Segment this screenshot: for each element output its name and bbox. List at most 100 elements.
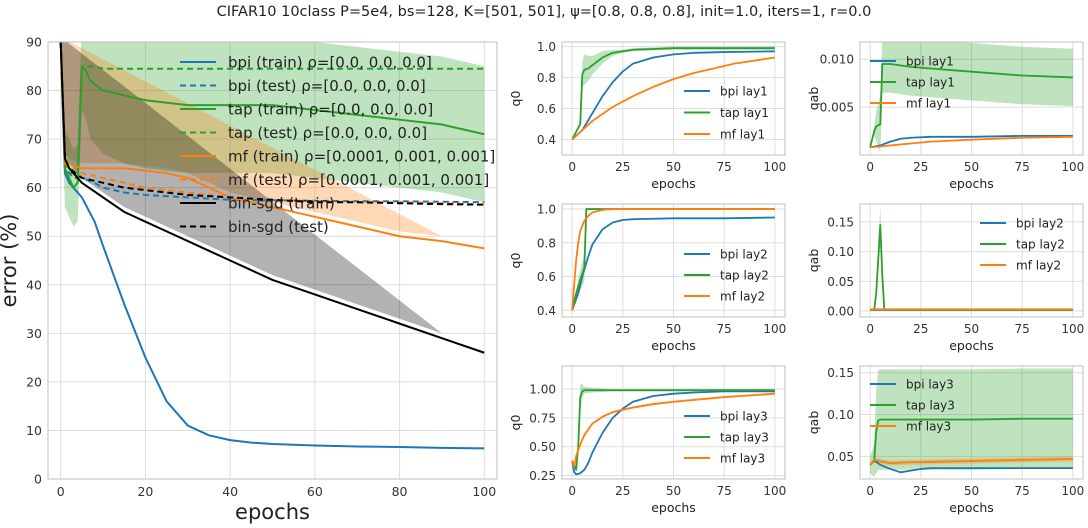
- series-bpi-lay1: [869, 134, 1073, 149]
- x-tick-label: 50: [666, 484, 681, 498]
- x-tick-label: 0: [866, 484, 874, 498]
- x-tick-label: 0: [568, 322, 576, 336]
- series-bpi-lay2: [571, 216, 775, 311]
- y-tick-label: 90: [26, 35, 42, 50]
- series-mf-lay2: [571, 208, 775, 311]
- x-tick-label: 25: [615, 322, 630, 336]
- y-tick-label: 0.6: [537, 102, 556, 116]
- legend-label: mf lay1: [720, 127, 765, 141]
- series-tap-lay1: [869, 63, 1073, 148]
- x-tick-label: 25: [615, 160, 630, 174]
- series-layer: [869, 42, 1073, 154]
- series-bpi-lay3: [571, 390, 775, 476]
- x-tick-label: 50: [964, 484, 979, 498]
- x-tick-label: 100: [763, 322, 786, 336]
- legend: bpi lay3 tap lay3 mf lay3: [684, 409, 769, 465]
- x-tick-label: 25: [615, 484, 630, 498]
- y-tick-label: 0.010: [820, 53, 854, 67]
- series-layer: [571, 46, 775, 141]
- y-axis-label: qab: [806, 249, 821, 273]
- legend: bpi lay1 tap lay1 mf lay1: [684, 84, 769, 141]
- y-tick-label: 0.4: [537, 304, 556, 318]
- x-tick-label: 100: [472, 484, 496, 499]
- y-axis-label: qab: [806, 411, 821, 435]
- x-tick-label: 0: [866, 160, 874, 174]
- x-axis-label: epochs: [651, 338, 696, 353]
- legend-label: tap lay2: [720, 268, 769, 282]
- x-axis-label: epochs: [651, 176, 696, 191]
- axes-frame: [859, 203, 1084, 318]
- y-tick-label: 0.05: [827, 275, 854, 289]
- x-tick-label: 25: [913, 160, 928, 174]
- series-layer: [59, 42, 485, 450]
- axes-frame: [47, 41, 498, 480]
- x-tick-label: 25: [913, 322, 928, 336]
- series-mf-lay3: [571, 392, 775, 468]
- series-tap-test-0-0-0-0-0-0: [59, 42, 485, 179]
- series-mf-lay3: [869, 458, 1073, 466]
- y-tick-label: 70: [26, 132, 42, 147]
- band-tap-train-0-0-0-0-0-0: [60, 42, 485, 227]
- y-tick-label: 0.15: [827, 366, 854, 380]
- axes-frame: [561, 41, 786, 156]
- legend-label: mf lay1: [906, 96, 951, 110]
- axes-frame: [859, 41, 1084, 156]
- y-tick-label: 50: [26, 229, 42, 244]
- x-tick-label: 100: [1061, 484, 1084, 498]
- x-tick-label: 100: [763, 484, 786, 498]
- legend-label: bpi (test) ρ=[0.0, 0.0, 0.0]: [228, 77, 426, 95]
- series-bpi-train-0-0-0-0-0-0: [59, 42, 485, 450]
- x-axis-label: epochs: [949, 500, 994, 515]
- legend-label: tap lay1: [720, 106, 769, 120]
- band-tap-lay3: [870, 368, 1073, 478]
- legend: bpi lay2 tap lay2 mf lay2: [980, 216, 1065, 272]
- panel-q0-lay3: 0 25 50 75 100 0.25 0.50 0.75 1.00 epochs q0 bpi la…: [508, 365, 786, 515]
- x-tick-label: 20: [137, 484, 153, 499]
- y-tick-label: 0.25: [529, 469, 556, 483]
- y-tick-label: 30: [26, 326, 42, 341]
- series-bin-sgd-train: [59, 42, 485, 354]
- panel-qab-lay1: 0 25 50 75 100 0.005 0.010 epochs qab bpi lay1 tap…: [806, 41, 1084, 191]
- series-mf-train-0-0001-0-001-0-001: [59, 42, 485, 250]
- legend-label: tap (train) ρ=[0.0, 0.0, 0.0]: [228, 100, 433, 118]
- y-axis-label: q0: [508, 253, 523, 269]
- legend-label: bpi lay2: [720, 247, 768, 261]
- y-tick-label: 1.00: [529, 383, 556, 397]
- series-tap-lay1: [571, 47, 775, 140]
- y-tick-label: 0.00: [827, 305, 854, 319]
- legend: bpi lay3 tap lay3 mf lay3: [870, 377, 955, 433]
- series-tap-lay3: [869, 417, 1073, 466]
- x-tick-label: 75: [717, 160, 732, 174]
- y-tick-label: 1.0: [537, 40, 556, 54]
- legend-label: mf lay3: [906, 419, 951, 433]
- x-tick-label: 0: [866, 322, 874, 336]
- axes-frame: [859, 365, 1084, 480]
- legend: bpi lay1 tap lay1 mf lay1: [870, 54, 955, 110]
- y-tick-label: 0.50: [529, 440, 556, 454]
- y-tick-label: 1.0: [537, 203, 556, 217]
- panel-main-error: 0 20 40 60 80 100 0 10 20 30 40 50 60 70 80 90 epochs err…: [0, 35, 498, 524]
- legend-label: tap lay1: [906, 75, 955, 89]
- x-tick-label: 50: [666, 160, 681, 174]
- series-mf-lay1: [870, 135, 1073, 149]
- x-tick-label: 50: [666, 322, 681, 336]
- x-tick-label: 75: [1015, 322, 1030, 336]
- legend-label: bin-sgd (train): [228, 194, 335, 212]
- x-axis-label: epochs: [235, 500, 310, 524]
- x-axis-label: epochs: [949, 338, 994, 353]
- series-layer: [870, 206, 1073, 311]
- y-tick-label: 60: [26, 180, 42, 195]
- legend-label: bpi lay1: [906, 54, 954, 68]
- panel-qab-lay3: 0 25 50 75 100 0.05 0.10 0.15 epochs qab bpi lay3 t…: [806, 365, 1084, 515]
- figure-title: CIFAR10 10class P=5e4, bs=128, K=[501, 5…: [217, 4, 872, 20]
- series-tap-train-0-0-0-0-0-0: [59, 42, 485, 189]
- series-layer: [571, 207, 775, 311]
- series-bpi-test-0-0-0-0-0-0: [59, 42, 485, 204]
- legend-label: bpi lay1: [720, 84, 768, 98]
- legend-label: tap (test) ρ=[0.0, 0.0, 0.0]: [228, 124, 427, 142]
- y-tick-label: 0.6: [537, 270, 556, 284]
- series-bpi-lay3: [869, 459, 1073, 474]
- legend-label: tap lay2: [1016, 237, 1065, 251]
- x-tick-label: 0: [568, 160, 576, 174]
- panel-qab-lay2: 0 25 50 75 100 0.00 0.05 0.10 0.15 epochs qab bpi l…: [806, 203, 1084, 353]
